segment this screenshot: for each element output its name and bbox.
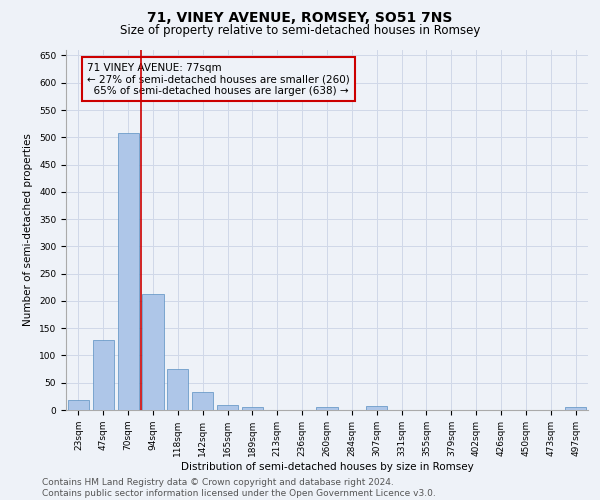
Bar xyxy=(217,404,238,410)
Bar xyxy=(565,406,586,410)
Text: Size of property relative to semi-detached houses in Romsey: Size of property relative to semi-detach… xyxy=(120,24,480,37)
Bar xyxy=(366,406,387,410)
Y-axis label: Number of semi-detached properties: Number of semi-detached properties xyxy=(23,134,34,326)
X-axis label: Distribution of semi-detached houses by size in Romsey: Distribution of semi-detached houses by … xyxy=(181,462,473,471)
Bar xyxy=(167,368,188,410)
Text: 71 VINEY AVENUE: 77sqm
← 27% of semi-detached houses are smaller (260)
  65% of : 71 VINEY AVENUE: 77sqm ← 27% of semi-det… xyxy=(87,62,350,96)
Text: Contains HM Land Registry data © Crown copyright and database right 2024.
Contai: Contains HM Land Registry data © Crown c… xyxy=(42,478,436,498)
Bar xyxy=(142,294,164,410)
Bar xyxy=(118,134,139,410)
Bar xyxy=(242,406,263,410)
Bar xyxy=(93,340,114,410)
Bar xyxy=(316,406,338,410)
Bar xyxy=(68,400,89,410)
Text: 71, VINEY AVENUE, ROMSEY, SO51 7NS: 71, VINEY AVENUE, ROMSEY, SO51 7NS xyxy=(148,12,452,26)
Bar xyxy=(192,392,213,410)
